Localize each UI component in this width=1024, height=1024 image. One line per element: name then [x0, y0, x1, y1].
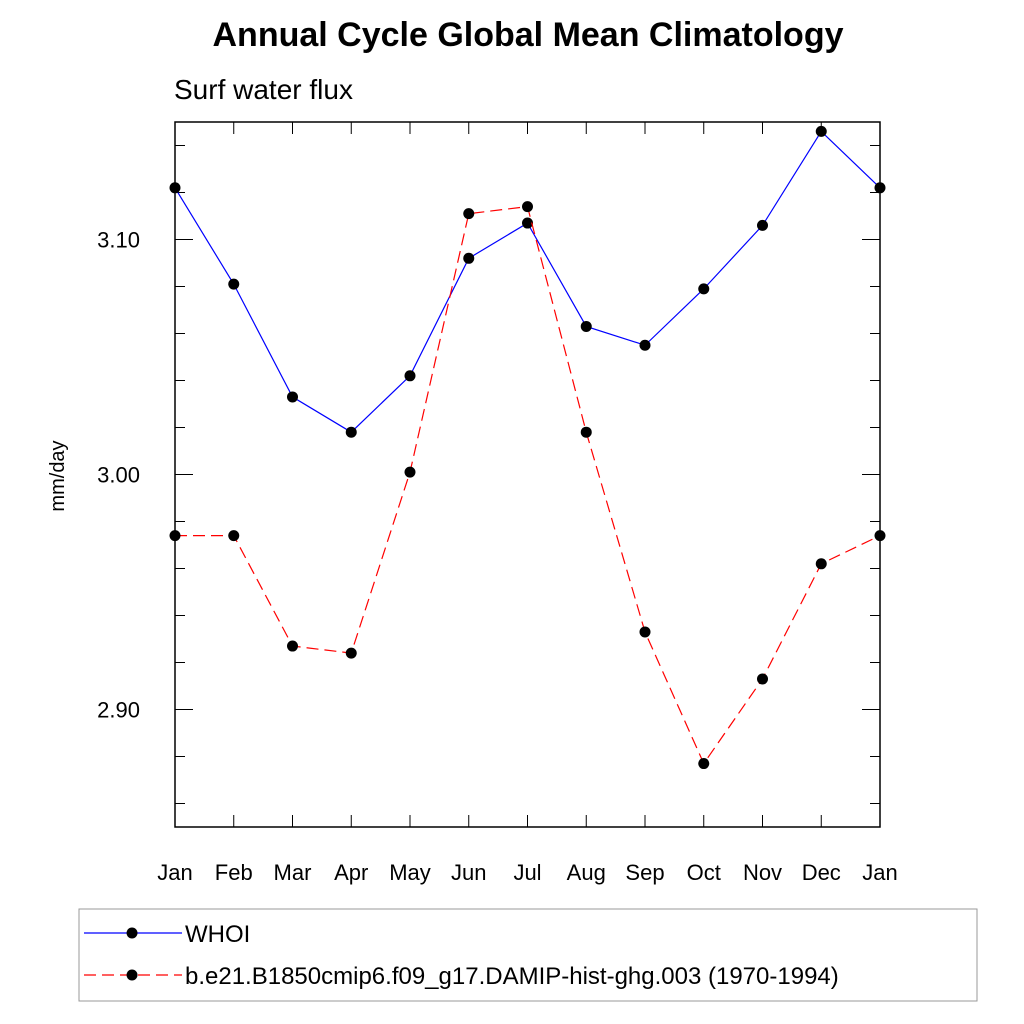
- x-tick-label: May: [389, 860, 431, 885]
- legend-marker: [126, 969, 138, 981]
- x-tick-label: Nov: [743, 860, 782, 885]
- x-tick-label: Dec: [802, 860, 841, 885]
- legend-box: [78, 908, 978, 1002]
- legend: WHOI b.e21.B1850cmip6.f09_g17.DAMIP-hist-…: [84, 921, 839, 990]
- y-tick-label: 3.00: [97, 463, 140, 488]
- data-point: [287, 640, 298, 652]
- data-point: [169, 530, 181, 542]
- data-point: [287, 391, 298, 403]
- series-line-2: [175, 205, 881, 765]
- y-tick-label: 3.10: [97, 228, 140, 253]
- x-tick-label: Feb: [215, 860, 253, 885]
- axes: Jan Feb Mar Apr May Jun Jul Aug Sep Oct Nov Dec Jan 3…: [97, 122, 898, 885]
- data-point: [580, 426, 592, 438]
- data-point: [228, 530, 240, 542]
- data-point: [404, 466, 416, 478]
- x-tick-label: Apr: [334, 860, 368, 885]
- data-point: [463, 208, 475, 220]
- data-point: [698, 758, 710, 770]
- data-point: [345, 426, 357, 438]
- data-point: [463, 252, 475, 264]
- x-tick-label: Jun: [451, 860, 486, 885]
- chart-subtitle: Surf water flux: [174, 74, 353, 105]
- data-point: [874, 530, 886, 542]
- data-point: [345, 647, 357, 659]
- x-tick-label: Jan: [157, 860, 192, 885]
- x-tick-label: Oct: [687, 860, 721, 885]
- legend-label-1: WHOI: [185, 921, 250, 948]
- data-point: [815, 558, 827, 570]
- data-point: [757, 673, 768, 685]
- data-point: [404, 370, 416, 382]
- series-layer: [169, 125, 886, 770]
- data-point: [815, 125, 827, 137]
- data-point: [757, 219, 768, 231]
- data-point: [698, 283, 710, 295]
- x-tick-label: Aug: [567, 860, 606, 885]
- legend-marker: [126, 927, 138, 939]
- data-point: [639, 339, 651, 351]
- legend-label-2: b.e21.B1850cmip6.f09_g17.DAMIP-hist-ghg.…: [185, 963, 839, 990]
- data-point: [522, 201, 533, 213]
- x-tick-label: Sep: [625, 860, 664, 885]
- x-tick-label: Jul: [513, 860, 541, 885]
- x-tick-label: Mar: [274, 860, 312, 885]
- y-axis-label: mm/day: [47, 440, 69, 511]
- data-point: [522, 217, 533, 229]
- data-point: [874, 182, 886, 194]
- chart-title: Annual Cycle Global Mean Climatology: [213, 16, 844, 54]
- x-tick-label: Jan: [862, 860, 897, 885]
- data-point: [639, 626, 651, 638]
- series-line-1: [174, 130, 881, 433]
- data-point: [169, 182, 181, 194]
- data-point: [228, 278, 240, 290]
- data-point: [580, 320, 592, 332]
- y-tick-label: 2.90: [97, 698, 140, 723]
